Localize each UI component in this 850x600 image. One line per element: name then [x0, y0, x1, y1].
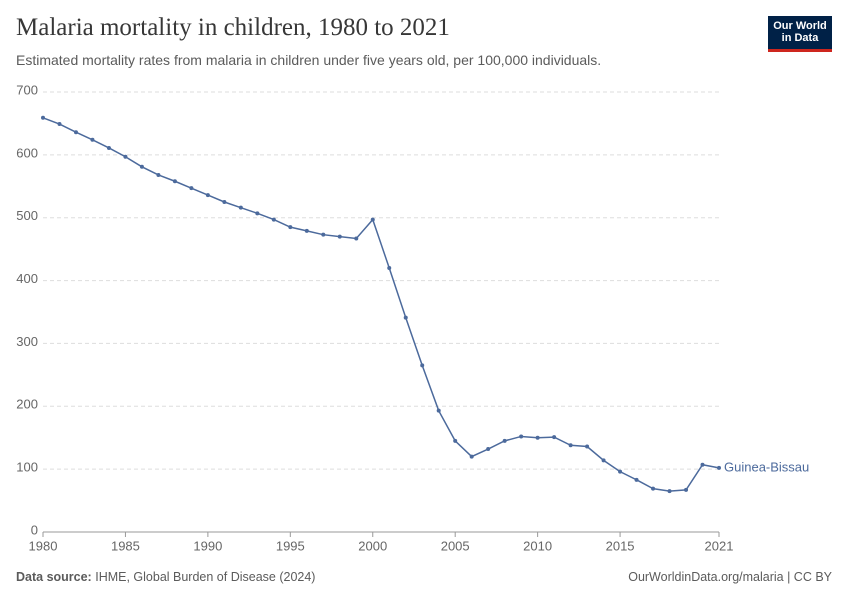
point — [469, 454, 474, 459]
point — [222, 200, 227, 204]
point — [304, 228, 309, 233]
credit[interactable]: OurWorldinData.org/malaria | CC BY — [628, 570, 832, 584]
point — [717, 465, 721, 470]
point — [436, 408, 441, 413]
y-tick-label: 0 — [31, 522, 38, 537]
chart-title: Malaria mortality in children, 1980 to 2… — [16, 14, 450, 41]
point — [238, 205, 243, 210]
point — [271, 217, 276, 222]
logo-line: Our World — [773, 20, 827, 32]
point — [172, 179, 177, 184]
point — [57, 122, 62, 127]
point — [634, 477, 639, 482]
y-tick-label: 200 — [16, 397, 38, 412]
point — [370, 217, 375, 222]
point — [535, 435, 540, 440]
line — [42, 117, 720, 492]
source-text: IHME, Global Burden of Disease (2024) — [95, 570, 316, 584]
point — [337, 234, 342, 239]
point — [453, 438, 458, 443]
x-tick-label: 1980 — [29, 538, 58, 553]
source-label: Data source: — [16, 570, 92, 584]
point — [486, 447, 491, 452]
point — [90, 137, 95, 142]
y-tick-label: 700 — [16, 82, 38, 97]
point — [205, 193, 210, 198]
point — [255, 211, 260, 216]
logo[interactable]: Our World in Data — [768, 16, 832, 52]
x-tick-label: 1990 — [193, 538, 222, 553]
point — [189, 186, 194, 191]
x-tick-label: 1995 — [276, 538, 305, 553]
x-tick-label: 2010 — [523, 538, 552, 553]
point — [568, 443, 573, 448]
point — [403, 315, 408, 320]
point — [156, 172, 161, 177]
point — [387, 266, 392, 270]
series-label: Guinea-Bissau — [724, 459, 809, 474]
y-tick-label: 600 — [16, 145, 38, 160]
x-tick-label: 1985 — [111, 538, 140, 553]
point — [288, 225, 293, 230]
point — [552, 435, 557, 440]
point — [667, 489, 672, 494]
point — [651, 486, 656, 491]
x-tick-label: 2000 — [358, 538, 387, 553]
point — [585, 444, 590, 449]
point — [700, 462, 705, 467]
point — [684, 487, 689, 492]
point — [519, 434, 524, 439]
point — [321, 232, 326, 237]
chart-subtitle: Estimated mortality rates from malaria i… — [16, 52, 602, 68]
point — [502, 438, 507, 443]
point — [618, 469, 623, 474]
x-tick-label: 2021 — [705, 538, 734, 553]
point — [41, 115, 45, 120]
point — [106, 145, 111, 150]
y-tick-label: 300 — [16, 334, 38, 349]
y-tick-label: 400 — [16, 271, 38, 286]
point — [601, 458, 606, 463]
y-tick-label: 500 — [16, 208, 38, 223]
x-tick-label: 2015 — [606, 538, 635, 553]
point — [139, 164, 144, 169]
y-tick-label: 100 — [16, 460, 38, 475]
point — [123, 154, 128, 159]
point — [420, 363, 425, 368]
logo-line: in Data — [781, 32, 819, 44]
point — [354, 236, 359, 241]
source: Data source: IHME, Global Burden of Dise… — [16, 570, 315, 584]
point — [73, 130, 78, 135]
x-tick-label: 2005 — [441, 538, 470, 553]
